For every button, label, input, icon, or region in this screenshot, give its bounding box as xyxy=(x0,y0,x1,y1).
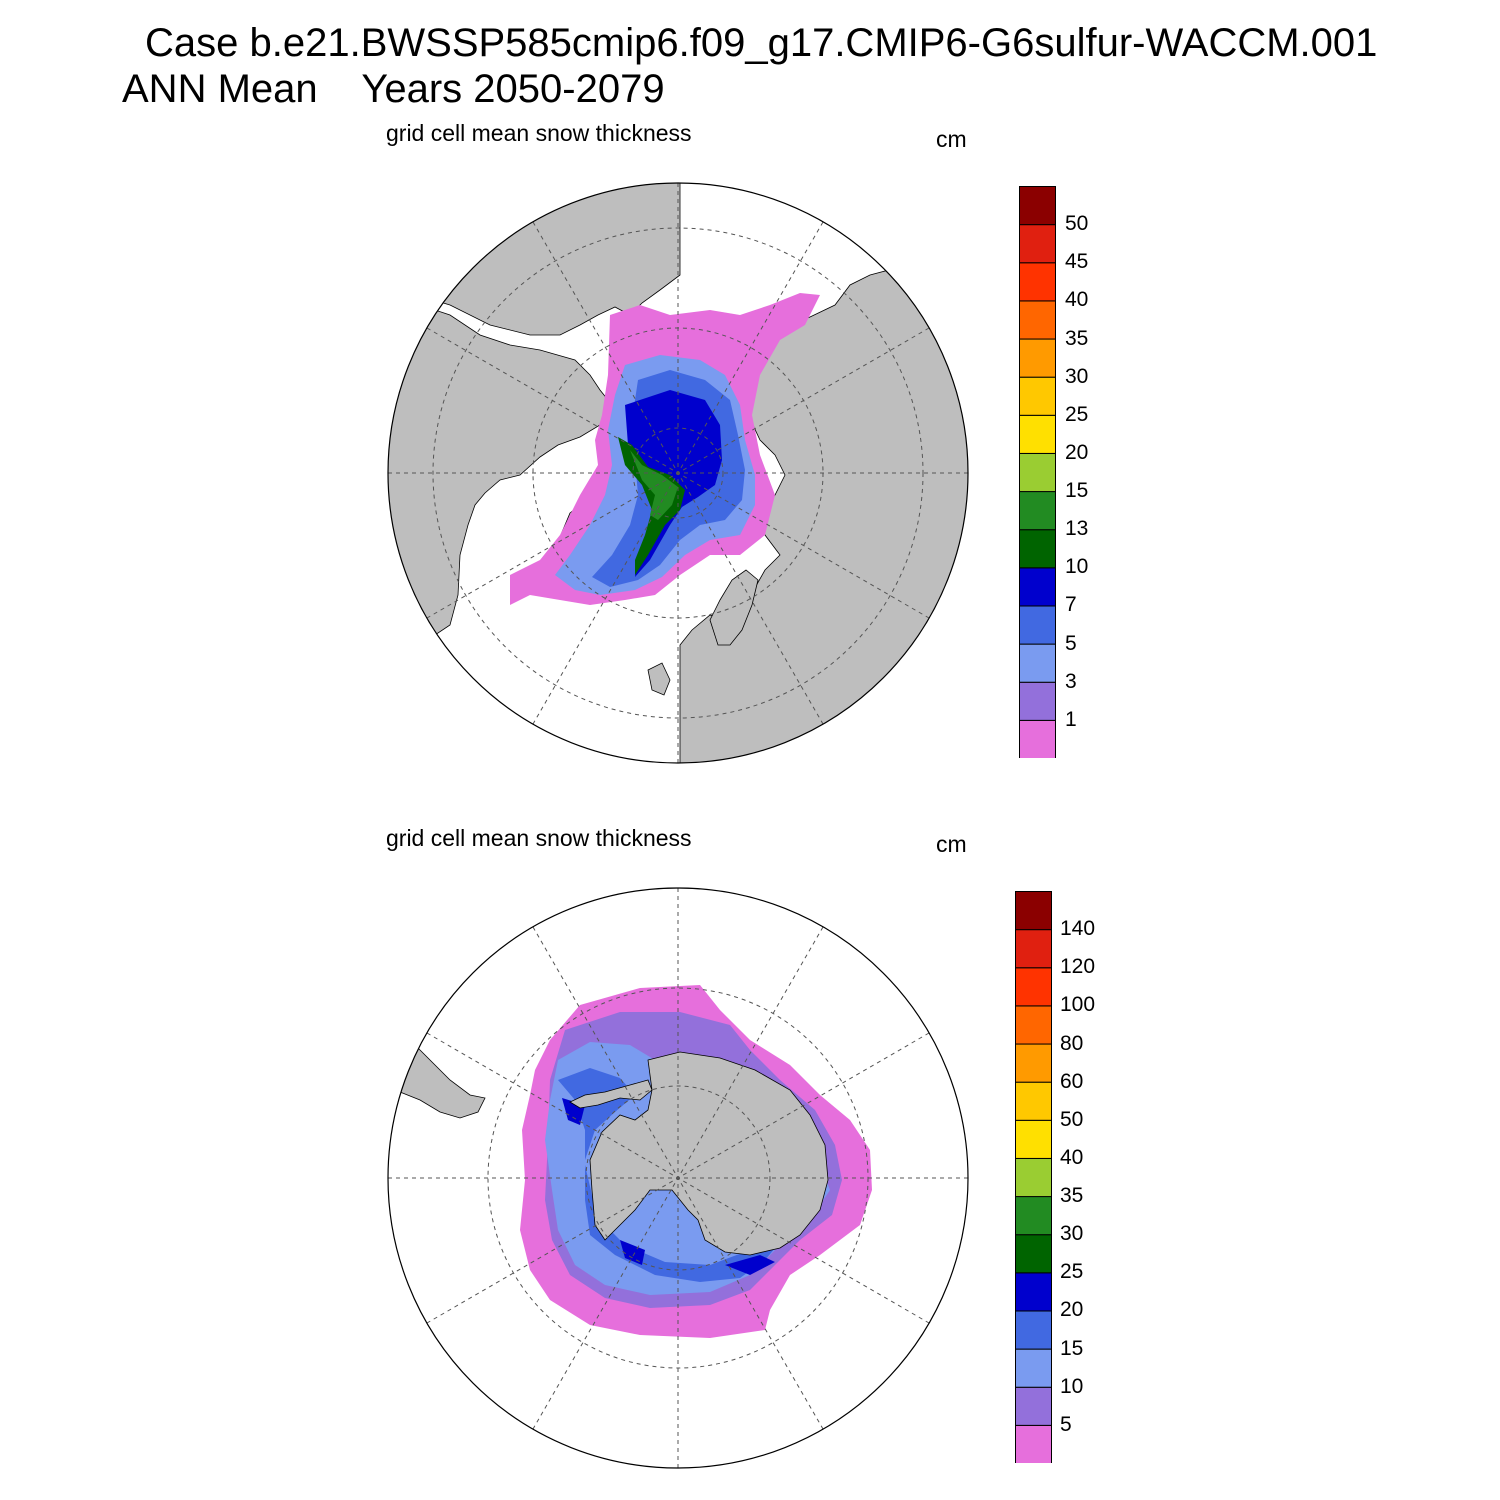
south-colorbar-box xyxy=(1015,967,1052,1007)
south-colorbar-box xyxy=(1015,1234,1052,1274)
north-colorbar-labels: 1 3 5 7 10 13 15 20 25 30 35 40 45 50 xyxy=(1065,186,1125,758)
north-colorbar-box xyxy=(1019,605,1056,645)
north-snow-dark-green xyxy=(618,437,685,575)
north-colorbar-box xyxy=(1019,567,1056,607)
north-colorbar-label: 40 xyxy=(1065,288,1089,312)
north-colorbar-label: 10 xyxy=(1065,555,1089,579)
north-colorbar-box xyxy=(1019,452,1056,493)
north-colorbar-label: 15 xyxy=(1065,479,1089,503)
south-colorbar-box xyxy=(1015,1272,1052,1312)
north-colorbar-label: 7 xyxy=(1065,593,1077,617)
north-colorbar-box xyxy=(1019,224,1056,264)
case-title: Case b.e21.BWSSP585cmip6.f09_g17.CMIP6-G… xyxy=(145,21,1378,65)
north-colorbar-label: 30 xyxy=(1065,364,1089,388)
south-panel-title: grid cell mean snow thickness xyxy=(386,825,692,851)
south-colorbar-box xyxy=(1015,1424,1052,1463)
south-snow-dark-blue-west xyxy=(620,1240,645,1265)
north-colorbar-label: 35 xyxy=(1065,326,1089,350)
south-snow-royal-blue xyxy=(558,1068,790,1282)
north-colorbar-box xyxy=(1019,376,1056,416)
south-snow-dark-blue-ross xyxy=(725,1255,775,1275)
scandinavia-land xyxy=(709,569,759,646)
north-colorbar-box xyxy=(1019,719,1056,758)
south-colorbar-box xyxy=(1015,1310,1052,1350)
uk-land xyxy=(647,662,671,696)
north-map-border xyxy=(387,182,969,764)
antarctica-land xyxy=(589,1051,829,1256)
south-colorbar-box xyxy=(1015,1157,1052,1198)
south-colorbar-box xyxy=(1015,1119,1052,1159)
north-panel-title: grid cell mean snow thickness xyxy=(386,120,692,146)
south-units-label: cm xyxy=(936,831,967,857)
south-colorbar-label: 40 xyxy=(1060,1145,1084,1169)
north-colorbar-label: 25 xyxy=(1065,402,1089,426)
north-polar-map xyxy=(387,182,969,764)
north-colorbar-box xyxy=(1019,186,1056,226)
south-colorbar-label: 80 xyxy=(1060,1031,1084,1055)
north-colorbar xyxy=(1019,186,1056,758)
south-colorbar-box xyxy=(1015,929,1052,969)
north-colorbar-box xyxy=(1019,643,1056,683)
north-colorbar-label: 1 xyxy=(1065,707,1077,731)
south-colorbar xyxy=(1015,891,1052,1463)
south-colorbar-label: 25 xyxy=(1060,1260,1084,1284)
south-colorbar-label: 100 xyxy=(1060,993,1096,1017)
north-colorbar-label: 20 xyxy=(1065,440,1089,464)
south-colorbar-box xyxy=(1015,1348,1052,1388)
north-colorbar-label: 50 xyxy=(1065,212,1089,236)
north-colorbar-label: 3 xyxy=(1065,669,1077,693)
south-colorbar-label: 15 xyxy=(1060,1336,1084,1360)
south-colorbar-label: 60 xyxy=(1060,1069,1084,1093)
north-graticule xyxy=(388,183,968,763)
south-colorbar-label: 10 xyxy=(1060,1374,1084,1398)
south-colorbar-box xyxy=(1015,891,1052,931)
north-colorbar-box xyxy=(1019,414,1056,454)
north-america-land xyxy=(388,304,613,656)
north-colorbar-box xyxy=(1019,491,1056,531)
south-colorbar-box xyxy=(1015,1043,1052,1083)
north-colorbar-box xyxy=(1019,338,1056,378)
south-colorbar-box xyxy=(1015,1196,1052,1236)
south-polar-map xyxy=(387,887,969,1469)
south-graticule xyxy=(388,888,968,1468)
south-map-border xyxy=(387,887,969,1469)
south-colorbar-label: 35 xyxy=(1060,1184,1084,1208)
north-colorbar-box xyxy=(1019,681,1056,721)
north-colorbar-box xyxy=(1019,262,1056,302)
south-colorbar-label: 20 xyxy=(1060,1298,1084,1322)
north-colorbar-label: 5 xyxy=(1065,631,1077,655)
antarctic-peninsula-land xyxy=(569,1079,653,1109)
south-colorbar-box xyxy=(1015,1386,1052,1426)
south-colorbar-label: 5 xyxy=(1060,1412,1072,1436)
south-colorbar-label: 50 xyxy=(1060,1107,1084,1131)
south-colorbar-box xyxy=(1015,1081,1052,1121)
south-colorbar-box xyxy=(1015,1005,1052,1045)
north-snow-forest-green xyxy=(630,450,678,520)
north-units-label: cm xyxy=(936,126,967,152)
period-title: ANN Mean Years 2050-2079 xyxy=(122,67,665,111)
north-colorbar-label: 13 xyxy=(1065,517,1089,541)
south-colorbar-labels: 5 10 15 20 25 30 35 40 50 60 80 100 120 140 xyxy=(1060,891,1120,1463)
north-colorbar-box xyxy=(1019,529,1056,569)
north-colorbar-label: 45 xyxy=(1065,250,1089,274)
north-colorbar-box xyxy=(1019,300,1056,340)
south-colorbar-label: 140 xyxy=(1060,917,1096,941)
south-colorbar-label: 120 xyxy=(1060,955,1096,979)
south-colorbar-label: 30 xyxy=(1060,1222,1084,1246)
